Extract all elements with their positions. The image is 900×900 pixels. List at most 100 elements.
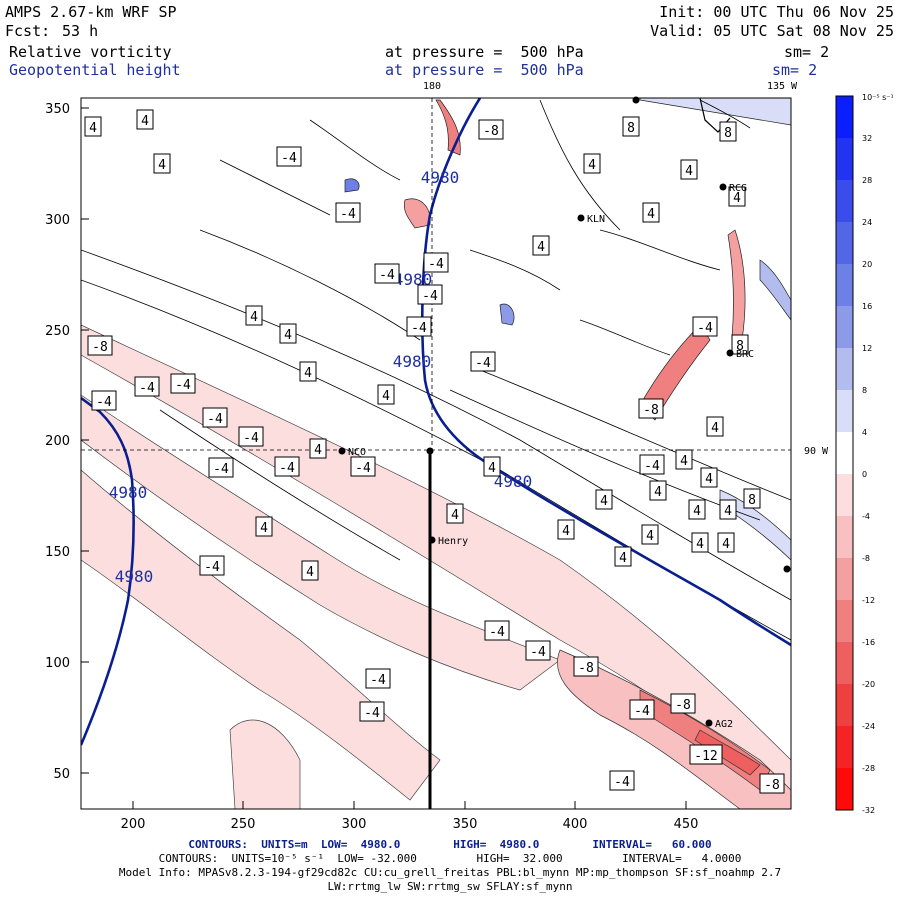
vorticity-label-box <box>301 560 319 581</box>
radiation-info: LW:rrtmg_lw SW:rrtmg_sw SFLAY:sf_mynn <box>327 880 573 893</box>
vorticity-label-box <box>532 235 550 256</box>
station-dot <box>705 719 713 727</box>
vorticity-contour-label: -8 <box>483 124 499 139</box>
vorticity-contour-label: -8 <box>764 778 780 793</box>
field2-name: Geopotential height <box>9 61 181 79</box>
vorticity-label-box <box>276 146 302 167</box>
vorticity-label-box <box>706 416 724 437</box>
height-contour-label: 4980 <box>421 168 460 187</box>
station-dot <box>338 447 346 455</box>
vorticity-contour-label: -4 <box>422 289 438 304</box>
vorticity-label-box <box>629 699 655 720</box>
colorbar-tick-label: 24 <box>862 218 872 227</box>
vorticity-label-box <box>557 519 575 540</box>
x-tick-label: 200 <box>121 817 146 832</box>
field1-level: at pressure = 500 hPa <box>385 43 584 61</box>
vorticity-contour-label: 4 <box>89 121 97 136</box>
vorticity-label-box <box>728 186 746 207</box>
height-contour-label: 4980 <box>115 567 154 586</box>
vorticity-label-box <box>255 516 273 537</box>
vorticity-label-box <box>583 153 601 174</box>
vorticity-contour-label: -4 <box>139 381 155 396</box>
colorbar-swatch <box>836 264 853 306</box>
vorticity-label-box <box>642 202 660 223</box>
vorticity-contour-label: 4 <box>711 421 719 436</box>
vorticity-contour-label: -4 <box>697 321 713 336</box>
lon-135w-label: 135 W <box>767 81 798 92</box>
vorticity-label-box <box>675 449 693 470</box>
y-tick-label: 250 <box>45 324 70 339</box>
y-tick-label: 300 <box>45 213 70 228</box>
vorticity-contour-label: 4 <box>724 504 732 519</box>
field1-name: Relative vorticity <box>9 43 172 61</box>
station-dot <box>632 96 640 104</box>
vorticity-contour-label: 4 <box>722 537 730 552</box>
vorticity-label-box <box>208 457 234 478</box>
colorbar-tick-label: -24 <box>862 722 875 731</box>
vorticity-label-box <box>335 202 361 223</box>
vorticity-contour-label: -8 <box>92 340 108 355</box>
vorticity-contour-label: 4 <box>646 529 654 544</box>
station-dot <box>726 349 734 357</box>
colorbar-tick-label: 20 <box>862 260 872 269</box>
colorbar-swatch <box>836 600 853 642</box>
contour-labels: 4980 4980 4980 4980 4980 4980 -8 -4 -4 -4 -4 -4 -4 -4… <box>84 109 785 794</box>
colorbar-tick-label: -32 <box>862 806 875 815</box>
valid-time: Valid: 05 UTC Sat 08 Nov 25 <box>650 22 894 40</box>
vorticity-label-box <box>359 701 385 722</box>
vorticity-contour-label: 4 <box>705 472 713 487</box>
vorticity-label-box <box>614 546 632 567</box>
lon-180-label: 180 <box>423 81 441 92</box>
height-contour-label: 4980 <box>109 483 148 502</box>
vorticity-label-box <box>717 532 735 553</box>
vorticity-label-box <box>134 376 160 397</box>
vorticity-contour-label: -4 <box>634 704 650 719</box>
colorbar-tick-label: 32 <box>862 134 872 143</box>
vorticity-contour-label: 4 <box>451 508 459 523</box>
colorbar-swatch <box>836 558 853 600</box>
y-tick-label: 150 <box>45 545 70 560</box>
vorticity-contour-label: -4 <box>411 321 427 336</box>
colorbar-tick-label: -20 <box>862 680 875 689</box>
vorticity-contour-label: -8 <box>643 403 659 418</box>
vorticity-contour-label: -4 <box>530 645 546 660</box>
vorticity-contour-label: 4 <box>250 310 258 325</box>
vorticity-contour-label: -4 <box>281 151 297 166</box>
station-label: AG2 <box>715 719 733 730</box>
station-label: RCG <box>729 183 747 194</box>
colorbar-unit: 10⁻⁵ s⁻¹ <box>862 93 894 102</box>
colorbar-swatch <box>836 96 853 138</box>
vorticity-contour-label: 8 <box>748 493 756 508</box>
vorticity-contour-label: -8 <box>675 698 691 713</box>
vorticity-contour-label: 4 <box>304 366 312 381</box>
vorticity-contour-label: 4 <box>696 537 704 552</box>
vorticity-label-box <box>350 456 376 477</box>
vorticity-contour-label: 4 <box>260 521 268 536</box>
colorbar-swatch <box>836 642 853 684</box>
vorticity-label-box <box>525 640 551 661</box>
vorticity-contour-label: 4 <box>537 240 545 255</box>
axis-ticks: 200 250 300 350 400 450 350 300 250 200 150 100 50 <box>45 102 698 832</box>
vorticity-label-box <box>689 744 723 765</box>
colorbar-swatch <box>836 306 853 348</box>
field2-smoothing: sm= 2 <box>772 61 818 79</box>
vorticity-label-box <box>638 398 664 419</box>
field1-smoothing: sm= 2 <box>784 43 830 61</box>
station-label: BRC <box>736 349 754 360</box>
colorbar-tick-label: 8 <box>862 386 867 395</box>
vorticity-label-box <box>595 489 613 510</box>
vorticity-contour-label: 4 <box>619 551 627 566</box>
vorticity-label-box <box>680 159 698 180</box>
vorticity-label-box <box>299 361 317 382</box>
vorticity-label-box <box>202 407 228 428</box>
vorticity-label-box <box>622 116 640 137</box>
colorbar-tick-label: 0 <box>862 470 867 479</box>
x-tick-label: 250 <box>231 817 256 832</box>
vorticity-contour-label: -12 <box>694 749 717 764</box>
vorticity-contour-label: -4 <box>96 395 112 410</box>
vorticity-label-box <box>478 119 504 140</box>
vorticity-label-box <box>274 456 300 477</box>
vorticity-label-box <box>417 284 443 305</box>
vorticity-label-box <box>365 668 391 689</box>
